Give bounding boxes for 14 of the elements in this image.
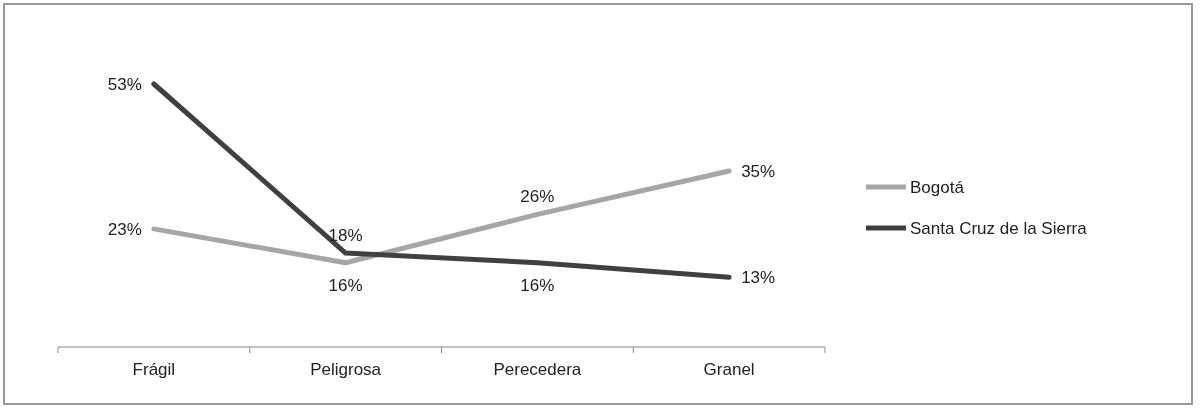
x-tick-label: Peligrosa [310,360,382,379]
x-tick-label: Frágil [132,360,176,379]
data-label: 16% [328,275,363,295]
data-label: 26% [520,187,555,207]
x-tick-label: Perecedera [493,360,582,379]
data-label: 13% [741,268,776,288]
legend-label: Bogotá [910,178,965,197]
data-label: 18% [328,226,363,246]
data-label: 53% [107,75,142,94]
data-label: 35% [741,161,776,181]
x-tick-label: Granel [703,360,755,379]
data-label: 23% [107,219,142,239]
data-label: 16% [520,275,555,295]
legend-label: Santa Cruz de la Sierra [910,219,1088,238]
